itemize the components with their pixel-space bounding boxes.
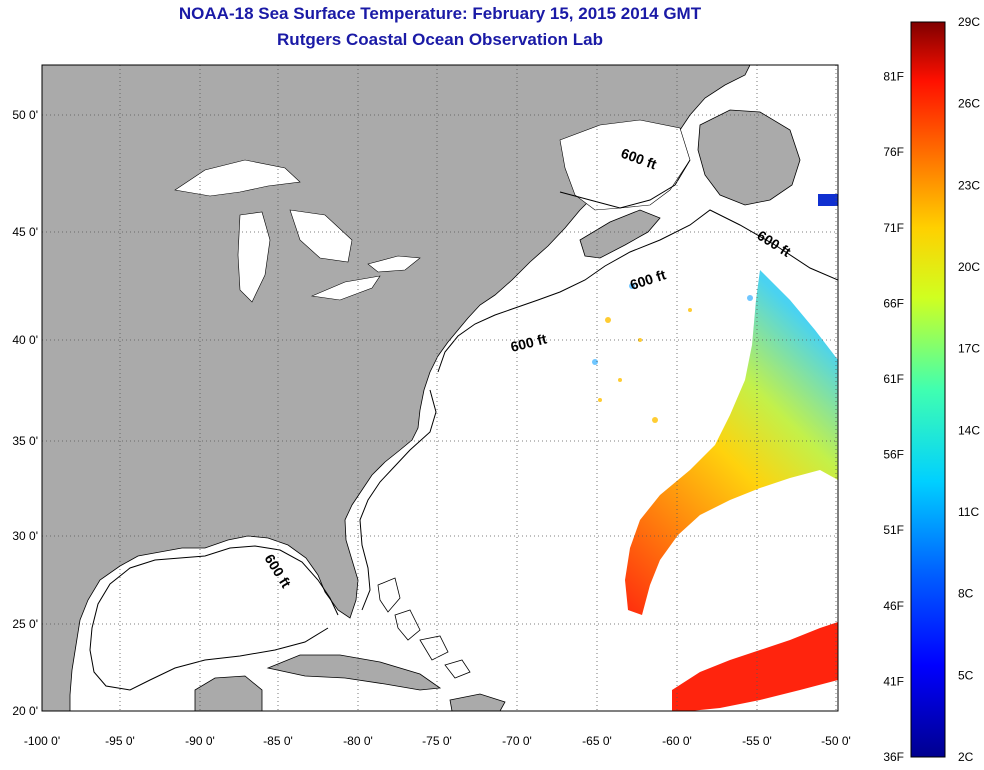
colorbar-celsius-label: 23C [958,178,980,192]
bahamas [377,577,471,679]
land-yucatan [194,675,263,711]
colorbar-celsius-label: 8C [958,587,974,601]
lat-label: 45 0' [12,225,38,239]
lon-label: -80 0' [343,734,373,748]
lon-label: -65 0' [582,734,612,748]
colorbar-celsius-labels: 2C 5C 8C 11C 14C 17C 20C 23C 26C 29C [958,15,980,764]
colorbar-celsius-label: 5C [958,668,974,682]
lat-label: 35 0' [12,434,38,448]
colorbar-celsius-label: 26C [958,97,980,111]
lake-erie [310,275,381,301]
land-newfoundland [697,109,801,206]
gulf-st-lawrence [559,119,691,211]
latitude-labels: 20 0' 25 0' 30 0' 35 0' 40 0' 45 0' 50 0' [12,108,38,718]
lat-label: 30 0' [12,529,38,543]
lon-label: -95 0' [105,734,135,748]
depth-contour [89,159,838,691]
lon-label: -50 0' [821,734,851,748]
colorbar-fahrenheit-label: 76F [883,145,904,159]
lat-label: 40 0' [12,333,38,347]
land-nova-scotia [579,209,661,259]
colorbar-fahrenheit-label: 51F [883,523,904,537]
colorbar-fahrenheit-labels: 36F 41F 46F 51F 56F 61F 66F 71F 76F 81F [883,70,904,764]
colorbar-celsius-label: 2C [958,750,974,764]
lake-superior [174,159,301,197]
map-frame [41,64,839,712]
lon-label: -70 0' [502,734,532,748]
map-subtitle: Rutgers Coastal Ocean Observation Lab [277,30,603,49]
colorbar-fahrenheit-label: 66F [883,296,904,310]
colorbar-fahrenheit-label: 56F [883,448,904,462]
colorbar-fahrenheit-label: 81F [883,70,904,84]
lon-label: -55 0' [742,734,772,748]
map-title: NOAA-18 Sea Surface Temperature: Februar… [178,4,702,23]
lon-label: -85 0' [263,734,293,748]
land-hispaniola [449,693,506,711]
lake-michigan [237,211,271,303]
lat-label: 25 0' [12,617,38,631]
lat-label: 50 0' [12,108,38,122]
land-cuba [266,654,442,691]
lat-label: 20 0' [12,704,38,718]
lon-label: -75 0' [422,734,452,748]
colorbar-fahrenheit-label: 41F [883,674,904,688]
longitude-labels: -100 0' -95 0' -90 0' -85 0' -80 0' -75 0' -70… [24,734,851,748]
colorbar-celsius-label: 20C [958,260,980,274]
lon-label: -100 0' [24,734,60,748]
colorbar [910,21,946,758]
lake-huron [289,209,353,263]
sst-swath [592,194,838,711]
colorbar-celsius-label: 11C [958,505,979,519]
colorbar-fahrenheit-label: 46F [883,599,904,613]
colorbar-celsius-label: 17C [958,342,980,356]
colorbar-fahrenheit-label: 61F [883,372,904,386]
lon-label: -90 0' [185,734,215,748]
colorbar-fahrenheit-label: 71F [883,221,904,235]
colorbar-celsius-label: 29C [958,15,980,29]
lon-label: -60 0' [662,734,692,748]
colorbar-fahrenheit-label: 36F [883,750,904,764]
lake-ontario [367,255,421,273]
colorbar-celsius-label: 14C [958,423,980,437]
